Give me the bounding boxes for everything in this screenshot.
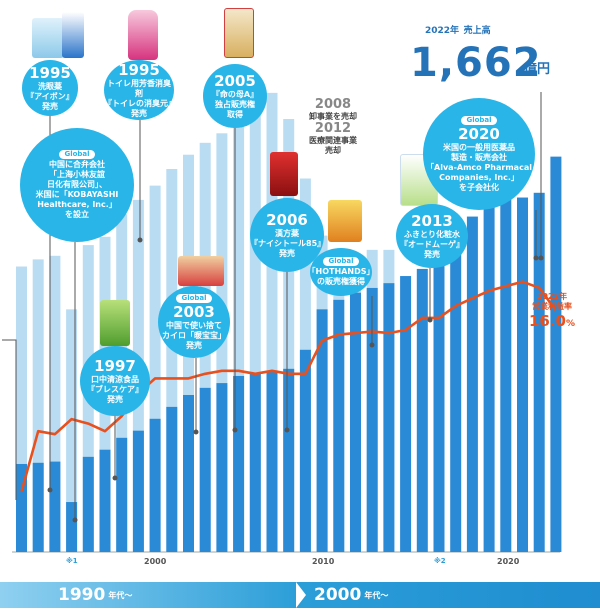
bar-sales-2000	[183, 394, 194, 552]
bar-gross-2005	[266, 92, 278, 552]
bar-sales-2009	[333, 299, 345, 552]
bar-gross-1999	[166, 168, 178, 552]
bar-sales-2016	[450, 252, 462, 552]
milestone-1995-toilet: 1995 トイレ用芳香消臭剤 『トイレの消臭元』 発売	[104, 60, 176, 120]
bar-sales-2014	[416, 268, 428, 552]
bar-sales-2001	[199, 387, 211, 552]
milestone-dot	[427, 317, 433, 323]
bar-sales-1993	[66, 502, 78, 552]
bar-sales-1996	[116, 437, 128, 552]
milestone-dot	[112, 475, 118, 481]
bar-sales-2022	[550, 156, 562, 552]
product-eyebon-box-image	[62, 12, 84, 58]
bar-sales-2005	[266, 371, 278, 552]
product-toilet-deodorizer-image	[128, 10, 158, 60]
product-hothands-image	[328, 200, 362, 242]
headline-unit: 億円	[524, 62, 551, 77]
x-tick-2010: 2010	[312, 557, 335, 566]
milestone-dot	[533, 255, 539, 261]
bar-gross-1993	[66, 309, 78, 552]
milestone-hothands: Global 「HOTHANDS」 の販売権獲得	[308, 248, 374, 296]
bar-sales-2018	[483, 204, 495, 552]
bar-gross-2006	[283, 119, 295, 552]
headline-dot	[538, 255, 544, 261]
bar-gross-1990	[16, 266, 27, 552]
milestone-1997-breathcare: 1997 口中清涼食品 『ブレスケア』 発売	[80, 346, 150, 416]
bar-sales-1998	[149, 418, 161, 552]
note-1: ※1	[66, 557, 78, 565]
headline-label: 2022年 売上高	[425, 26, 491, 36]
milestone-2003-nuan-baobao: Global 2003 中国で使い捨て カイロ「暖宝宝」 発売	[158, 286, 230, 358]
operating-margin-label: 2022年 営業利益率 16.0%	[528, 292, 576, 330]
milestone-2006-naishitoru: 2006 漢方薬 『ナイシトール85』 発売	[250, 198, 325, 272]
bar-gross-1992	[49, 255, 61, 553]
left-bracket	[2, 339, 17, 500]
bar-sales-2015	[433, 261, 445, 552]
milestone-dot	[137, 237, 143, 243]
bar-gross-1991	[32, 259, 44, 552]
milestone-1995-eyebon: 1995 洗眼薬 『アイボン』 発売	[22, 60, 78, 116]
bar-sales-2012	[383, 283, 395, 552]
bar-sales-2010	[350, 292, 361, 552]
era-arrow	[296, 582, 306, 608]
bar-sales-2011	[366, 287, 378, 552]
milestone-china-us-subsidiaries: Global 中国に合弁会社 「上海小林友誼 日化有限公司」、 米国に「KOBA…	[20, 128, 134, 242]
bar-gross-2004	[249, 104, 261, 552]
milestone-dot	[284, 427, 290, 433]
bar-sales-2006	[283, 368, 295, 552]
product-breathcare-image	[100, 300, 130, 346]
bar-sales-1995	[99, 449, 111, 552]
bar-sales-2013	[400, 276, 412, 552]
product-nuan-baobao-image	[178, 256, 224, 286]
milestone-dot	[369, 342, 375, 348]
bar-sales-1992	[49, 461, 61, 552]
milestone-dot	[193, 429, 199, 435]
milestone-2020-alva-amco: Global 2020 米国の一般用医薬品 製造・販売会社 「Alva-Amco…	[423, 98, 535, 210]
headline-value: 1,662	[410, 40, 542, 86]
bar-sales-2021	[533, 192, 545, 553]
bar-gross-2003	[233, 119, 245, 552]
divestiture-2008-2012: 2008 卸事業を売却 2012 医療関連事業 売却	[309, 97, 357, 156]
bar-sales-2008	[316, 309, 328, 552]
operating-margin-line	[20, 280, 557, 492]
milestone-2005-inochinohaha: 2005 『命の母A』 独占販売権 取得	[203, 64, 267, 128]
milestone-2013-odemuge: 2013 ふきとり化粧水 『オードムーゲ』 発売	[396, 204, 468, 268]
bar-sales-2003	[233, 375, 245, 552]
bar-sales-2002	[216, 383, 228, 552]
bar-sales-1991	[32, 462, 44, 552]
bar-sales-2004	[249, 373, 261, 552]
product-inochinohaha-image	[224, 8, 254, 58]
bar-gross-1998	[149, 185, 161, 553]
bar-sales-1999	[166, 406, 178, 552]
bar-sales-1990	[16, 463, 27, 552]
product-naishitoru-image	[270, 152, 298, 196]
milestone-dot	[47, 487, 53, 493]
milestone-dot	[232, 427, 238, 433]
bar-sales-1994	[82, 456, 94, 552]
x-tick-2000: 2000	[144, 557, 167, 566]
product-eyebon-image	[32, 18, 64, 58]
note-2: ※2	[434, 557, 446, 565]
era-2000s: 2000 年代〜	[300, 582, 600, 608]
milestone-dot	[72, 517, 78, 523]
x-tick-2020: 2020	[497, 557, 520, 566]
era-1990s: 1990 年代〜	[0, 582, 300, 608]
bar-sales-1997	[132, 430, 144, 552]
bar-sales-2007	[299, 349, 311, 552]
bar-sales-2017	[466, 216, 478, 552]
bar-sales-2020	[517, 197, 528, 552]
bar-sales-2019	[500, 183, 512, 552]
